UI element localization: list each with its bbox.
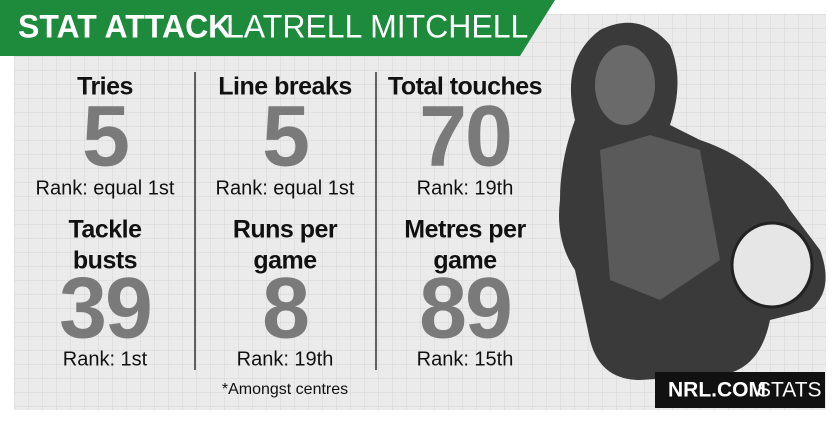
stat-label: Line breaks [218,73,351,101]
stat-rank: Rank: equal 1st [216,177,355,199]
stat-label: game [253,247,317,275]
stat-rank: Rank: 19th [237,348,334,370]
stat-value: 89 [419,261,511,357]
stat-label: Runs per [233,216,338,244]
stat-value: 5 [82,89,128,185]
stat-rank: Rank: equal 1st [36,177,175,199]
header-title-bold: STAT ATTACK [18,8,231,44]
brand-name: NRL.COM [668,379,766,402]
header-title-light: LATRELL MITCHELL [226,8,528,44]
footnote: *Amongst centres [222,381,348,398]
header-banner [0,0,555,56]
brand-suffix: STATS [757,379,822,402]
stat-label: Total touches [388,73,542,101]
stat-label: game [433,247,497,275]
stat-label: Tackle [69,216,143,244]
player-photo [559,22,826,381]
stat-label: Tries [77,73,133,101]
stat-value: 39 [59,261,151,357]
stat-label: Metres per [404,216,526,244]
stat-rank: Rank: 19th [417,177,514,199]
stat-value: 8 [262,261,308,357]
stat-value: 5 [262,89,308,185]
stat-rank: Rank: 1st [63,348,148,370]
brand-box [655,372,825,408]
stat-rank: Rank: 15th [417,348,514,370]
stat-label: busts [73,247,137,275]
stat-value: 70 [419,89,511,185]
